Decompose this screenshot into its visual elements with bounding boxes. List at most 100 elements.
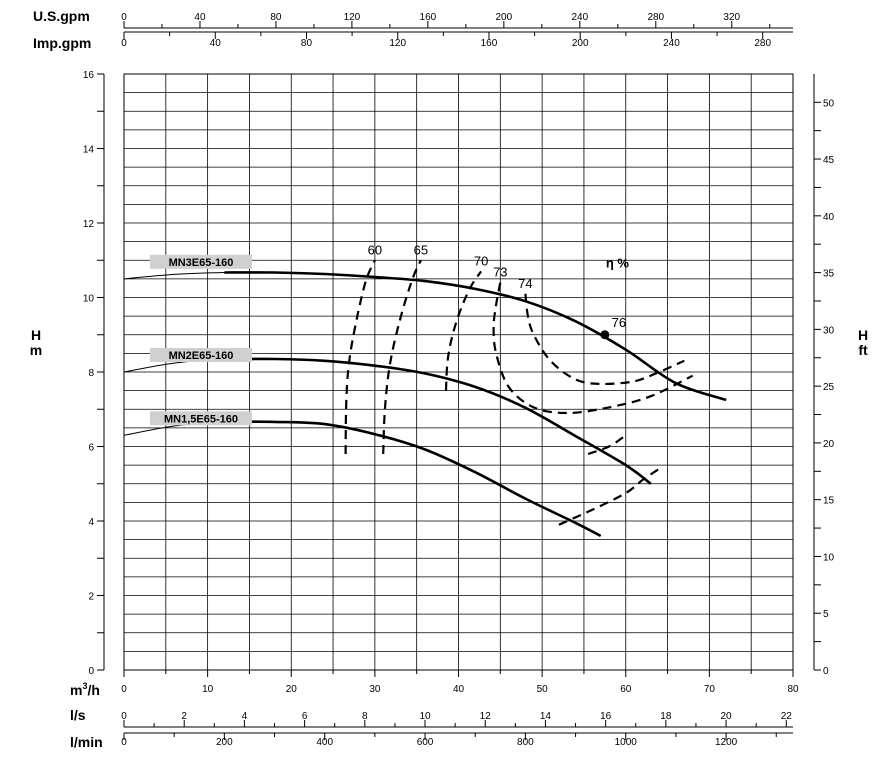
m3h-tick-label: 40 — [453, 684, 465, 695]
usgpm-axis-title: U.S.gpm — [33, 8, 90, 24]
efficiency-contour-65 — [382, 259, 422, 455]
right-tick-label: 45 — [823, 155, 835, 166]
curve-label-bg-mn1-5e65-160 — [150, 411, 252, 426]
usgpm-tick-label: 200 — [496, 12, 513, 23]
ls-tick-label: 0 — [121, 711, 127, 722]
usgpm-tick-label: 80 — [270, 12, 282, 23]
impgpm-tick-label: 160 — [481, 38, 498, 49]
lmin-tick-label: 400 — [316, 737, 333, 748]
left-tick-label: 0 — [88, 666, 94, 677]
m3h-tick-label: 10 — [202, 684, 214, 695]
left-tick-label: 2 — [88, 592, 94, 603]
impgpm-tick-label: 0 — [121, 38, 127, 49]
m3h-tick-label: 50 — [537, 684, 549, 695]
usgpm-tick-label: 40 — [194, 12, 206, 23]
efficiency-contour-74 — [524, 293, 685, 386]
ls-tick-label: 10 — [419, 711, 431, 722]
m3h-tick-label: 80 — [787, 684, 799, 695]
m3h-tick-label: 30 — [369, 684, 381, 695]
curve-label-bg-mn3e65-160 — [150, 254, 252, 269]
ls-tick-label: 16 — [600, 711, 612, 722]
left-tick-label: 4 — [88, 517, 94, 528]
impgpm-tick-label: 240 — [663, 38, 680, 49]
efficiency-label-74: 74 — [518, 276, 532, 291]
ls-tick-label: 12 — [480, 711, 492, 722]
curve-label-mn3e65-160: MN3E65-160 — [169, 257, 234, 269]
right-tick-label: 40 — [823, 212, 835, 223]
right-tick-label: 50 — [823, 98, 835, 109]
curve-mn1-5e65-160 — [224, 420, 602, 538]
ls-axis-title: l/s — [70, 707, 86, 723]
curve-mn2e65-160 — [224, 357, 652, 485]
curve-label-mn2e65-160: MN2E65-160 — [169, 350, 234, 362]
curve-label-bg-mn2e65-160 — [150, 348, 252, 362]
lmin-tick-label: 600 — [417, 737, 434, 748]
left-tick-label: 8 — [88, 368, 94, 379]
right-tick-label: 30 — [823, 325, 835, 336]
ls-tick-label: 18 — [660, 711, 672, 722]
right-tick-label: 15 — [823, 496, 835, 507]
right-tick-label: 35 — [823, 269, 835, 280]
ls-tick-label: 2 — [181, 711, 187, 722]
efficiency-label-60: 60 — [368, 242, 382, 257]
lmin-tick-label: 200 — [216, 737, 233, 748]
m3h-tick-label: 60 — [620, 684, 632, 695]
efficiency-contours: 60 65 70 73 74 η % 76 — [344, 242, 694, 526]
curve-label-mn1-5e65-160: MN1,5E65-160 — [164, 413, 238, 425]
efficiency-label-70: 70 — [474, 253, 488, 268]
lmin-tick-label: 1000 — [615, 737, 638, 748]
lmin-tick-label: 0 — [121, 737, 127, 748]
lmin-axis-title: l/min — [70, 734, 103, 750]
right-tick-label: 5 — [823, 609, 829, 620]
efficiency-label-65: 65 — [414, 242, 428, 257]
m3h-tick-label: 20 — [286, 684, 298, 695]
efficiency-label-73: 73 — [493, 265, 507, 280]
impgpm-tick-label: 200 — [572, 38, 589, 49]
left-tick-label: 16 — [83, 70, 95, 81]
grid — [123, 73, 794, 671]
right-tick-label: 10 — [823, 552, 835, 563]
left-tick-label: 12 — [83, 219, 95, 230]
left-tick-label: 14 — [83, 145, 95, 156]
impgpm-tick-label: 120 — [389, 38, 406, 49]
efficiency-contour-73 — [492, 282, 694, 415]
right-tick-label: 0 — [823, 666, 829, 677]
right-tick-label: 25 — [823, 382, 835, 393]
m3h-tick-label: 0 — [121, 684, 127, 695]
ls-tick-label: 22 — [781, 711, 793, 722]
ls-tick-label: 6 — [302, 711, 308, 722]
usgpm-tick-label: 120 — [344, 12, 361, 23]
ls-tick-label: 14 — [540, 711, 552, 722]
right-tick-label: 20 — [823, 439, 835, 450]
pump-curves — [123, 271, 727, 538]
best-efficiency-label: 76 — [612, 315, 626, 330]
impgpm-tick-label: 280 — [754, 38, 771, 49]
m3h-axis-title: m3/h — [70, 681, 100, 698]
usgpm-tick-label: 320 — [723, 12, 740, 23]
ls-tick-label: 20 — [720, 711, 732, 722]
efficiency-title: η % — [606, 256, 630, 271]
impgpm-tick-label: 80 — [301, 38, 313, 49]
usgpm-tick-label: 280 — [647, 12, 664, 23]
impgpm-axis-title: Imp.gpm — [33, 35, 91, 51]
ls-tick-label: 8 — [362, 711, 368, 722]
impgpm-tick-label: 40 — [210, 38, 222, 49]
usgpm-tick-label: 160 — [420, 12, 437, 23]
lmin-tick-label: 800 — [517, 737, 534, 748]
efficiency-contour-tail-5 — [587, 434, 627, 456]
curve-thin-mn1-5e65-160 — [123, 420, 601, 537]
efficiency-contour-70 — [444, 270, 483, 391]
m3h-tick-label: 70 — [704, 684, 716, 695]
lmin-tick-label: 1200 — [715, 737, 738, 748]
efficiency-contour-60 — [344, 259, 376, 455]
left-tick-label: 6 — [88, 443, 94, 454]
curve-mn3e65-160 — [224, 271, 727, 402]
usgpm-tick-label: 0 — [121, 12, 127, 23]
left-tick-label: 10 — [83, 294, 95, 305]
ls-tick-label: 4 — [242, 711, 248, 722]
